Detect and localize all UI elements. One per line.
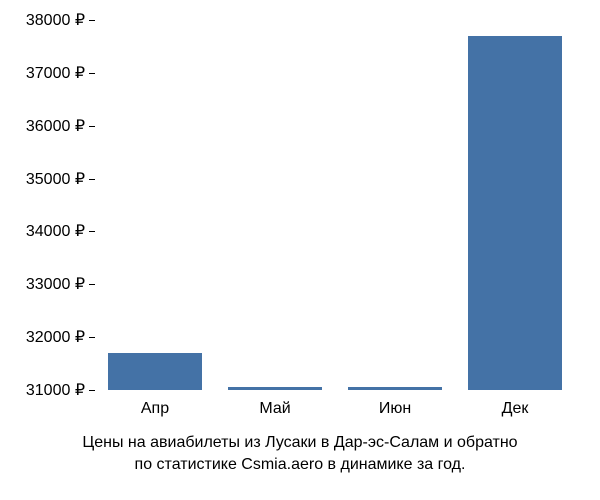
x-tick-label: Апр [141,400,169,418]
bar [108,353,202,390]
y-tick-label: 35000 ₽ [26,169,85,189]
x-tick-label: Июн [379,400,411,418]
y-tick-mark [89,284,95,285]
y-tick-mark [89,179,95,180]
y-tick-mark [89,390,95,391]
caption-line: Цены на авиабилеты из Лусаки в Дар-эс-Са… [0,432,600,454]
price-chart: 31000 ₽ 32000 ₽ 33000 ₽ 34000 ₽ 35000 ₽ 36000… [0,0,600,500]
y-tick-mark [89,73,95,74]
bar [468,36,562,390]
bar [228,387,322,390]
y-tick-mark [89,231,95,232]
plot-area: 31000 ₽32000 ₽33000 ₽34000 ₽35000 ₽36000… [95,20,575,390]
chart-caption: Цены на авиабилеты из Лусаки в Дар-эс-Са… [0,432,600,475]
x-tick-label: Май [259,400,290,418]
y-tick-label: 37000 ₽ [26,63,85,83]
y-tick-label: 31000 ₽ [26,380,85,400]
y-tick-label: 32000 ₽ [26,327,85,347]
y-tick-label: 36000 ₽ [26,116,85,136]
y-tick-label: 38000 ₽ [26,10,85,30]
y-tick-mark [89,337,95,338]
y-tick-label: 34000 ₽ [26,221,85,241]
x-tick-label: Дек [502,400,529,418]
caption-line: по статистике Csmia.aero в динамике за г… [0,454,600,476]
bar [348,387,442,390]
y-tick-mark [89,126,95,127]
y-tick-label: 33000 ₽ [26,274,85,294]
y-tick-mark [89,20,95,21]
